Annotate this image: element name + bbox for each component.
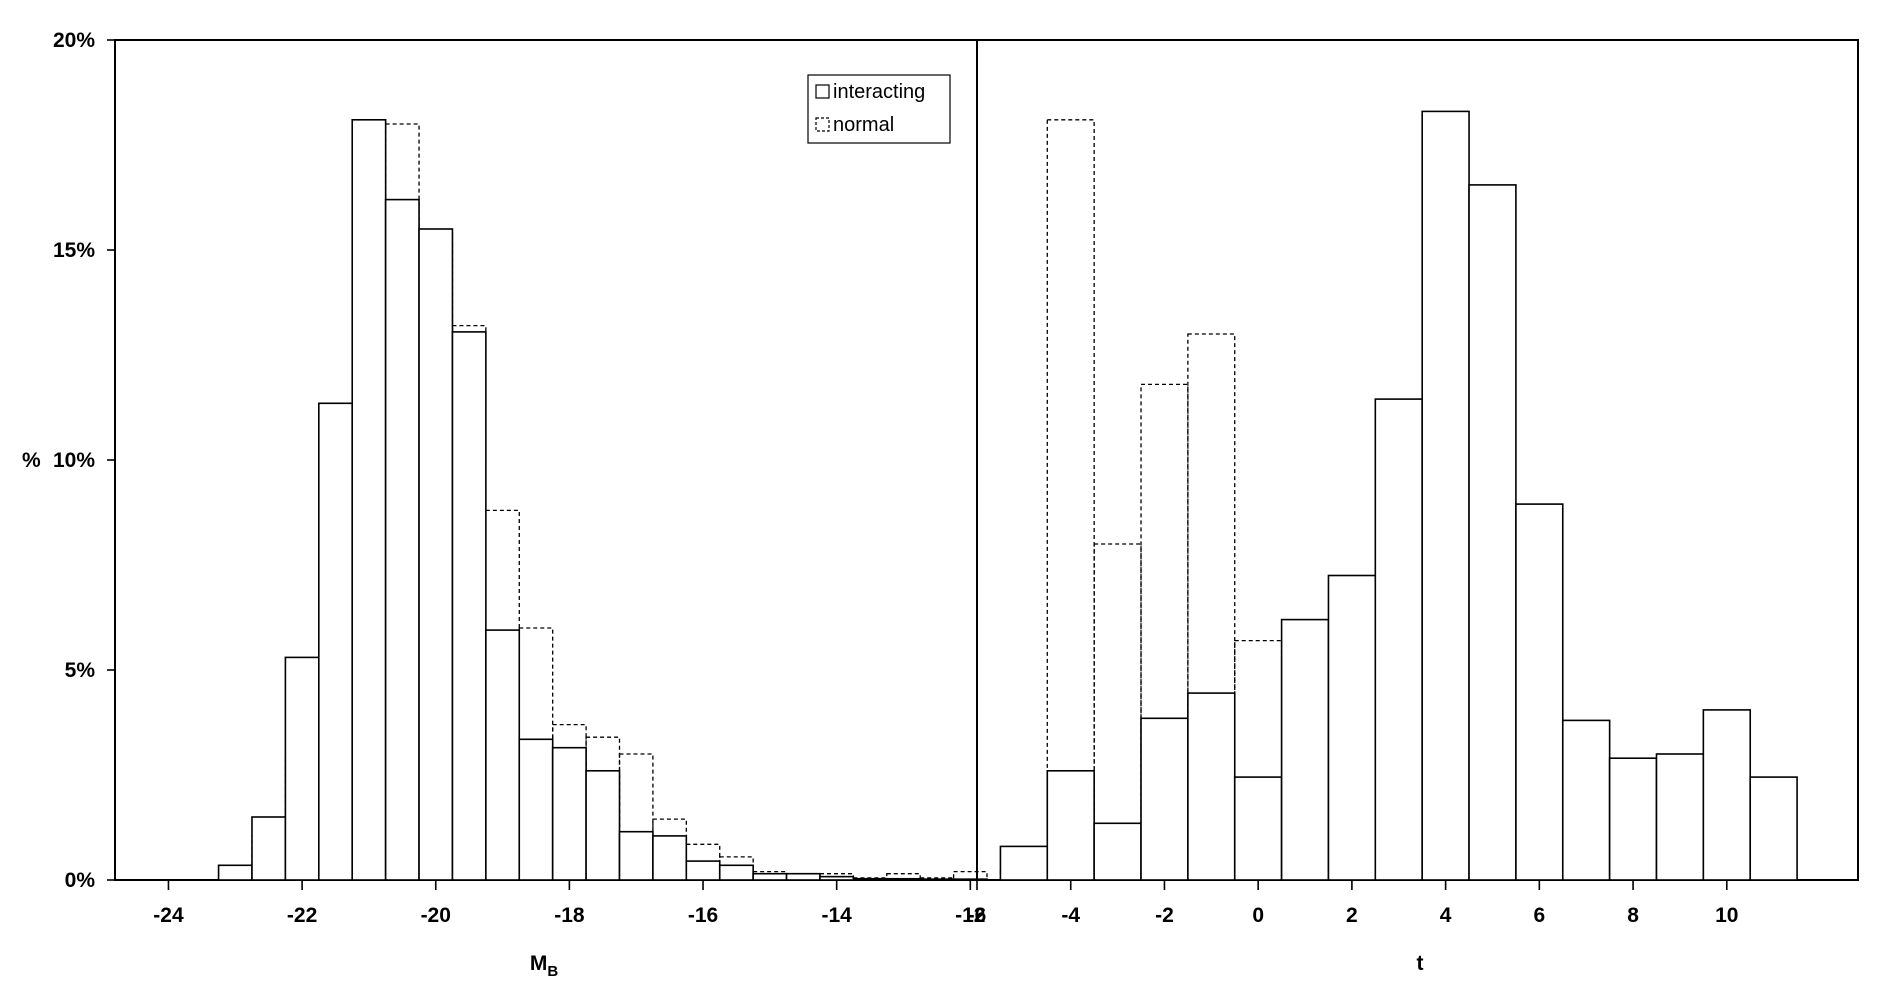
t-bar-interacting-13 xyxy=(1608,757,1658,881)
legend-swatch-interacting xyxy=(815,84,830,99)
mb-x-tick-label-2: -20 xyxy=(421,904,451,927)
mb-bar-interacting-13 xyxy=(652,835,688,881)
t-bar-interacting-3 xyxy=(1140,717,1189,881)
mb-bar-interacting-12 xyxy=(618,830,654,881)
mb-bar-interacting-20 xyxy=(885,877,921,881)
mb-bar-interacting-8 xyxy=(485,629,521,881)
y-tick-label-1: 5% xyxy=(65,659,96,682)
mb-axis-label-sub: B xyxy=(547,963,558,980)
mb-bar-interacting-0 xyxy=(217,864,253,881)
t-bar-interacting-0 xyxy=(999,845,1049,881)
mb-bar-interacting-3 xyxy=(318,402,354,881)
t-bar-interacting-1 xyxy=(1046,769,1095,881)
mb-bar-interacting-6 xyxy=(418,228,454,881)
y-tick-label-4: 20% xyxy=(53,29,95,52)
mb-x-tick-label-0: -24 xyxy=(153,904,184,927)
t-bar-interacting-4 xyxy=(1187,692,1236,881)
t-x-tick-label-3: 0 xyxy=(1252,904,1264,927)
mb-bar-interacting-19 xyxy=(852,877,888,881)
t-bar-interacting-14 xyxy=(1655,753,1705,881)
legend-swatch-normal xyxy=(815,117,830,132)
t-bar-interacting-15 xyxy=(1702,709,1752,881)
t-x-tick-label-6: 6 xyxy=(1533,904,1545,927)
mb-bar-interacting-1 xyxy=(251,816,287,881)
legend-label-interacting: interacting xyxy=(833,81,925,103)
t-bar-interacting-2 xyxy=(1093,822,1142,881)
t-bar-interacting-7 xyxy=(1327,574,1377,881)
t-x-tick-label-2: -2 xyxy=(1155,904,1174,927)
mb-x-tick-label-4: -16 xyxy=(688,904,718,927)
legend-label-normal: normal xyxy=(833,114,894,136)
mb-x-tick-label-3: -18 xyxy=(554,904,585,927)
t-bar-normal-1 xyxy=(1046,119,1095,881)
mb-bar-interacting-17 xyxy=(785,872,821,881)
mb-axis-label-main: M xyxy=(530,952,548,975)
mb-bar-interacting-15 xyxy=(718,864,754,881)
mb-x-tick-label-1: -22 xyxy=(287,904,317,927)
mb-bar-interacting-18 xyxy=(819,875,855,881)
mb-bar-interacting-9 xyxy=(518,738,554,881)
t-x-tick-label-4: 2 xyxy=(1346,904,1358,927)
t-axis-label: t xyxy=(1417,952,1424,975)
t-x-tick-label-0: -6 xyxy=(968,904,987,927)
t-bar-interacting-9 xyxy=(1421,110,1470,881)
mb-bar-interacting-14 xyxy=(685,860,721,881)
t-bar-interacting-10 xyxy=(1468,184,1517,881)
mb-bar-interacting-16 xyxy=(752,872,788,881)
t-bar-interacting-12 xyxy=(1561,719,1611,881)
t-x-tick-label-7: 8 xyxy=(1627,904,1639,927)
y-tick-label-2: 10% xyxy=(53,449,95,472)
mb-bar-interacting-5 xyxy=(384,198,420,881)
mb-bar-interacting-11 xyxy=(585,769,621,881)
t-x-tick-label-5: 4 xyxy=(1440,904,1452,927)
y-axis-label: % xyxy=(22,449,41,472)
mb-bar-interacting-22 xyxy=(952,878,988,881)
y-tick-label-3: 15% xyxy=(53,239,95,262)
mb-x-tick-label-5: -14 xyxy=(821,904,852,927)
legend-box xyxy=(807,74,951,144)
t-bar-interacting-16 xyxy=(1749,776,1798,881)
mb-x-tick-label-6: -12 xyxy=(955,904,985,927)
mb-bar-interacting-2 xyxy=(284,656,320,881)
t-bar-normal-3 xyxy=(1140,383,1189,881)
t-x-tick-label-8: 10 xyxy=(1715,904,1738,927)
mb-bar-interacting-10 xyxy=(551,746,587,881)
mb-bar-interacting-21 xyxy=(919,878,955,881)
mb-bar-interacting-4 xyxy=(351,119,387,881)
t-bar-interacting-5 xyxy=(1233,776,1283,881)
t-x-tick-label-1: -4 xyxy=(1061,904,1080,927)
t-bar-interacting-8 xyxy=(1374,398,1423,881)
mb-axis-label: MB xyxy=(530,952,559,980)
y-tick-label-0: 0% xyxy=(65,869,96,892)
t-bar-interacting-6 xyxy=(1280,618,1330,881)
t-bar-interacting-11 xyxy=(1515,503,1564,881)
mb-bar-interacting-7 xyxy=(451,331,487,881)
